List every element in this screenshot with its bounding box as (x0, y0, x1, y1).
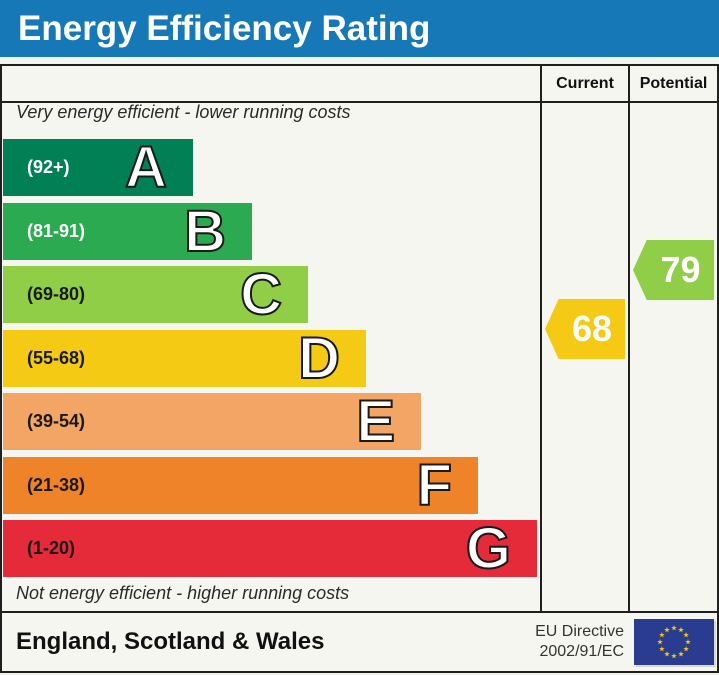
page-title: Energy Efficiency Rating (18, 8, 431, 48)
eu-directive-line2: 2002/91/EC (539, 643, 624, 660)
potential-rating-value: 79 (660, 249, 701, 290)
band-bar-e: (39-54) E (3, 389, 421, 454)
band-range-label: (92+) (27, 157, 70, 177)
band-letter: C (239, 262, 283, 327)
rating-table: Current Potential Very energy efficient … (0, 64, 719, 613)
chart-title-bar: Energy Efficiency Rating (0, 0, 719, 57)
band-letter: G (465, 516, 512, 581)
current-column-header: Current (556, 74, 614, 92)
column-divider (628, 66, 630, 611)
band-bar-b: (81-91) B (3, 198, 252, 264)
band-range-label: (55-68) (27, 347, 86, 368)
band-range-label: (1-20) (27, 538, 76, 558)
band-range-label: (81-91) (27, 220, 86, 241)
band-bar-c: (69-80) C (3, 262, 308, 327)
header-divider (2, 101, 717, 103)
eu-directive-label: EU Directive 2002/91/EC (535, 622, 624, 662)
column-divider (540, 66, 542, 611)
potential-column-header: Potential (639, 74, 708, 92)
potential-rating-marker: 79 (633, 240, 714, 300)
band-letter: B (183, 198, 227, 264)
top-note: Very energy efficient - lower running co… (16, 102, 351, 122)
band-letter: F (416, 452, 453, 518)
bottom-note: Not energy efficient - higher running co… (16, 583, 350, 603)
band-range-label: (69-80) (27, 284, 86, 304)
band-letter: A (124, 135, 168, 200)
band-bar-g: (1-20) G (3, 516, 537, 581)
band-letter: E (355, 389, 396, 454)
band-bar-f: (21-38) F (3, 452, 478, 518)
current-rating-value: 68 (571, 308, 613, 349)
band-bar-a: (92+) A (3, 135, 193, 200)
region-label: England, Scotland & Wales (16, 628, 325, 655)
band-letter: D (297, 325, 341, 391)
rating-bands: (92+) A (81-91) B (69-80) C (55-68) D (3… (3, 135, 540, 584)
band-range-label: (39-54) (27, 411, 86, 431)
eu-directive-line1: EU Directive (535, 623, 624, 640)
band-bar-d: (55-68) D (3, 325, 366, 391)
band-range-label: (21-38) (27, 474, 86, 495)
eu-flag-icon (634, 619, 714, 665)
footer: England, Scotland & Wales EU Directive 2… (0, 613, 719, 673)
current-rating-marker: 68 (545, 299, 625, 359)
